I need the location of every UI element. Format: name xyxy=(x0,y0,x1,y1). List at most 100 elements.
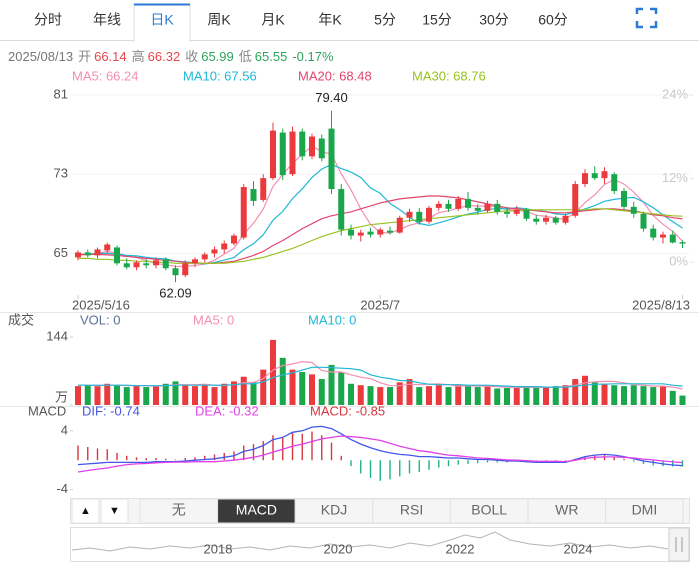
period-tab[interactable]: 年K xyxy=(318,12,342,28)
volume-bar xyxy=(289,369,296,405)
quote-value: 65.55 xyxy=(255,49,288,64)
indicator-tab[interactable] xyxy=(100,498,129,524)
volume-bar xyxy=(270,339,276,405)
volume-bar xyxy=(406,379,413,405)
extreme-label: 62.09 xyxy=(159,286,192,301)
volume-bar xyxy=(231,381,237,405)
indicator-tab-label[interactable]: DMI xyxy=(632,502,658,518)
candle-body xyxy=(221,243,228,250)
candle-body xyxy=(543,217,549,222)
fullscreen-icon[interactable] xyxy=(635,7,658,29)
volume-bar xyxy=(621,386,627,405)
candle-body xyxy=(387,230,393,233)
volume-bar xyxy=(84,385,91,405)
volume-bar xyxy=(455,384,462,405)
candle-body xyxy=(572,184,579,216)
indicator-tab[interactable] xyxy=(139,498,219,524)
legend-entry: DEA: -0.32 xyxy=(195,403,259,418)
indicator-tab[interactable] xyxy=(605,498,684,524)
volume-ma-line xyxy=(78,366,683,388)
candle-body xyxy=(426,207,432,222)
indicator-tab-label[interactable]: RSI xyxy=(400,502,423,518)
indicator-tab-label[interactable]: MACD xyxy=(236,502,277,518)
volume-bar xyxy=(465,386,471,405)
volume-bar xyxy=(552,386,559,405)
period-tab[interactable]: 15分 xyxy=(422,12,452,28)
candle-body xyxy=(75,252,81,258)
navigator-handle[interactable] xyxy=(668,527,690,562)
y-tick-label: 65 xyxy=(54,245,68,260)
period-tab[interactable]: 分时 xyxy=(34,12,62,28)
candle-body xyxy=(318,138,325,159)
extreme-label: 79.40 xyxy=(315,90,348,105)
volume-bar xyxy=(279,357,286,405)
indicator-tab-label[interactable]: ▲ xyxy=(80,505,91,517)
indicator-tab-label[interactable]: WR xyxy=(555,502,578,518)
candle-body xyxy=(591,173,598,179)
volume-bar xyxy=(114,385,120,405)
navigator-frame[interactable] xyxy=(70,527,690,562)
indicator-tab[interactable] xyxy=(449,498,529,524)
panel-title: 成交 xyxy=(8,312,34,327)
indicator-tab-label[interactable]: 无 xyxy=(172,502,186,518)
indicator-tab-label[interactable]: ▼ xyxy=(109,505,120,517)
period-tab[interactable]: 月K xyxy=(261,12,285,28)
period-tab[interactable]: 日K xyxy=(150,12,174,28)
candle-body xyxy=(621,191,627,207)
volume-bar xyxy=(309,374,315,405)
candle-body xyxy=(630,206,637,214)
candle-body xyxy=(435,203,442,208)
period-tab[interactable]: 周K xyxy=(207,12,231,28)
volume-bar xyxy=(172,381,179,405)
candle-body xyxy=(582,173,588,185)
period-tab[interactable]: 60分 xyxy=(538,12,568,28)
y-tick-label: 73 xyxy=(54,166,68,181)
volume-bar xyxy=(513,387,520,405)
indicator-tab[interactable] xyxy=(372,498,451,524)
volume-bar xyxy=(338,371,345,405)
period-tab[interactable]: 30分 xyxy=(479,12,509,28)
navigator-year: 2022 xyxy=(446,541,475,556)
volume-bar xyxy=(357,385,364,405)
candle-body xyxy=(367,231,374,235)
candle-body xyxy=(309,136,315,157)
candle-body xyxy=(465,198,471,208)
y-tick-label: 万 xyxy=(55,389,68,404)
candle-body xyxy=(94,249,101,256)
navigator-year: 2018 xyxy=(204,541,233,556)
y-tick-label: 4 xyxy=(61,422,68,437)
volume-bar xyxy=(143,387,150,405)
quote-label: 低 xyxy=(239,49,252,64)
x-tick-label: 2025/7 xyxy=(360,297,400,312)
volume-bar xyxy=(660,386,666,405)
volume-bar xyxy=(123,387,130,405)
volume-bar xyxy=(611,385,618,405)
candle-body xyxy=(114,247,120,264)
candle-body xyxy=(153,260,159,266)
legend-entry: MA30: 68.76 xyxy=(412,68,486,83)
candle-body xyxy=(406,211,413,218)
ma-line xyxy=(78,208,683,264)
quote-date: 2025/08/13 xyxy=(8,49,73,64)
candle-body xyxy=(474,207,481,211)
candle-body xyxy=(513,209,520,214)
volume-bar xyxy=(94,386,101,405)
period-tab[interactable]: 年线 xyxy=(93,12,121,28)
quote-line: 2025/08/13 开 66.14 高 66.32 收 65.99 低 65.55 -0.17% xyxy=(8,49,334,64)
indicator-tab-label[interactable]: KDJ xyxy=(321,502,347,518)
candle-body xyxy=(611,174,618,192)
period-tab[interactable]: 5分 xyxy=(374,12,396,28)
candle-body xyxy=(201,254,208,260)
candle-body xyxy=(172,268,179,276)
volume-bar xyxy=(601,383,608,405)
quote-label: 高 xyxy=(132,49,145,64)
indicator-tab[interactable] xyxy=(527,498,607,524)
y2-tick-label: 0% xyxy=(669,254,688,269)
volume-bar xyxy=(445,387,452,405)
indicator-tab-label[interactable]: BOLL xyxy=(471,502,507,518)
candle-body xyxy=(396,217,403,233)
y2-tick-label: 24% xyxy=(662,86,688,101)
indicator-tab[interactable] xyxy=(71,498,100,524)
volume-bar xyxy=(221,383,228,405)
candle-body xyxy=(240,187,247,238)
